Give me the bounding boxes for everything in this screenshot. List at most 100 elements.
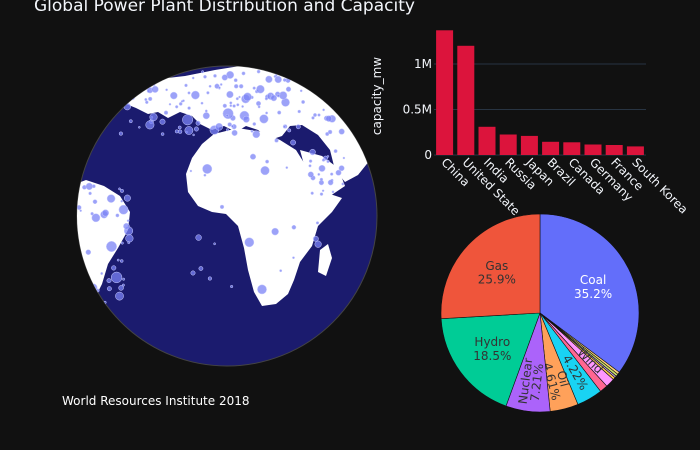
plant-marker [326,155,330,158]
plant-marker [331,190,335,194]
plant-marker [159,118,166,125]
plant-marker [64,198,66,200]
plant-marker [151,85,159,93]
plant-marker [64,211,67,214]
plant-marker [308,164,312,168]
plant-marker [125,234,134,243]
plant-marker [226,90,234,99]
plant-marker [232,104,236,108]
plant-marker [236,103,240,107]
plant-marker [111,265,117,271]
plant-marker [128,119,133,124]
plant-marker [229,104,233,108]
plant-marker [88,191,92,196]
bar[interactable] [626,146,644,155]
plant-marker [195,234,202,241]
globe-map[interactable] [57,62,378,367]
plant-marker [218,86,221,89]
plant-marker [123,222,130,230]
plant-marker [204,109,208,113]
plant-marker [203,74,207,79]
plant-marker [271,227,279,236]
plant-marker [338,165,345,172]
plant-marker [180,100,184,103]
plant-marker [241,105,244,108]
plant-marker [325,131,330,137]
plant-marker [67,208,69,210]
plant-marker [120,241,124,245]
pie-slice[interactable] [440,213,541,320]
plant-marker [77,282,83,290]
plant-marker [256,84,265,94]
bar-y-ticks: 0 0.5M 1M [403,57,432,162]
plant-marker [189,169,193,173]
plant-marker [57,254,64,261]
plant-marker [231,129,238,136]
plant-marker [213,242,216,246]
plant-marker [243,92,252,102]
plant-marker [182,114,194,126]
plant-marker [158,67,170,80]
bar[interactable] [457,45,475,155]
plant-marker [301,100,306,104]
plant-marker [184,126,194,135]
plant-marker [279,269,283,273]
plant-marker [129,89,136,96]
plant-marker [230,284,234,289]
bars [436,30,644,155]
plant-marker [77,278,79,281]
plant-marker [202,112,210,120]
plant-marker [341,182,345,186]
bar[interactable] [499,134,517,156]
plant-marker [110,271,123,284]
plant-marker [128,93,136,101]
plant-marker [71,290,76,295]
pie-slice[interactable] [539,213,640,373]
plant-marker [219,204,225,210]
plant-marker [355,68,360,72]
plant-marker [178,102,183,106]
plant-marker [340,90,344,94]
bar-y-tick-label: 1M [414,57,432,71]
plant-marker [340,111,346,117]
bar[interactable] [436,30,454,155]
bar[interactable] [542,141,560,155]
plant-marker [116,258,120,262]
bar[interactable] [478,126,496,155]
bar[interactable] [563,142,581,155]
bar-y-tick-label: 0.5M [403,102,432,116]
bar[interactable] [584,144,602,156]
pie-slice[interactable] [440,312,541,407]
plant-marker [106,286,112,292]
plant-marker [241,71,246,76]
plant-marker [131,84,137,90]
plant-marker [184,83,188,88]
plant-marker [278,91,288,100]
plant-marker [138,126,141,129]
bar-y-axis-label: capacity_mw [370,57,384,135]
plant-marker [318,164,326,172]
plant-marker [121,283,125,287]
plant-marker [346,106,355,115]
plant-marker [309,148,316,156]
plant-marker [142,82,146,86]
plant-marker [120,199,124,203]
plant-marker [100,272,104,275]
plant-marker [221,74,228,81]
plant-marker [156,66,168,76]
plant-marker [334,94,340,100]
plant-marker [208,84,212,88]
plant-marker [252,130,261,139]
plant-marker [319,95,323,99]
bar[interactable] [520,135,538,155]
plant-marker [155,78,160,83]
plant-marker [330,172,334,176]
plant-marker [285,68,290,73]
plant-marker [353,85,362,94]
bar[interactable] [605,145,623,155]
plant-marker [191,76,195,80]
plant-marker [282,73,287,77]
plant-marker [138,77,142,81]
plant-marker [127,241,131,245]
